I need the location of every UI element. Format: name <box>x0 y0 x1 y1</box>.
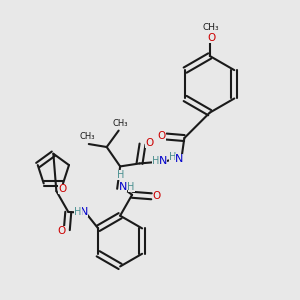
Text: O: O <box>153 191 161 201</box>
Text: O: O <box>145 137 153 148</box>
Text: N: N <box>159 156 167 166</box>
Text: H: H <box>152 156 159 166</box>
Text: N: N <box>119 182 127 192</box>
Text: H: H <box>74 207 82 217</box>
Text: CH₃: CH₃ <box>203 23 220 32</box>
Text: O: O <box>207 33 215 43</box>
Text: O: O <box>57 226 66 236</box>
Text: H: H <box>128 182 135 192</box>
Text: CH₃: CH₃ <box>80 132 95 141</box>
Text: N: N <box>80 207 88 217</box>
Text: H: H <box>169 152 176 163</box>
Text: O: O <box>158 131 166 141</box>
Text: CH₃: CH₃ <box>112 118 128 127</box>
Text: H: H <box>117 170 124 180</box>
Text: N: N <box>175 154 183 164</box>
Text: O: O <box>58 184 67 194</box>
